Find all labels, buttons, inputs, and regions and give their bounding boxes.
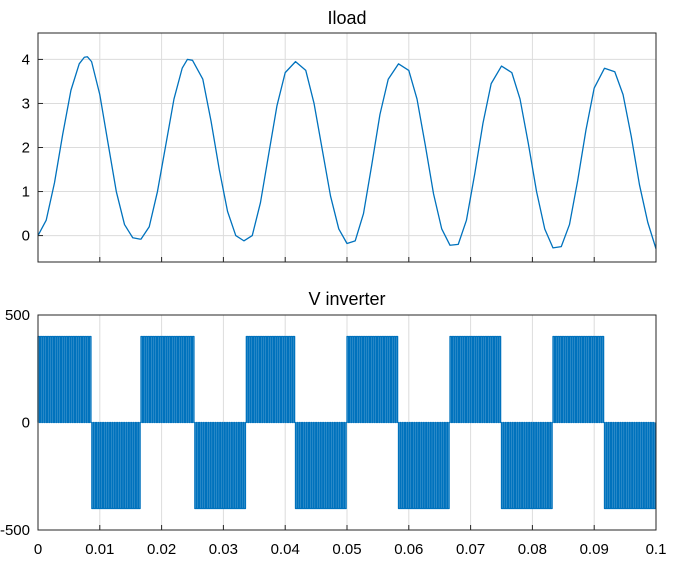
iload-y-axis: 0 1 2 3 4 (22, 51, 657, 262)
v-inverter-x-tick-label: 0.1 (646, 541, 667, 558)
v-inverter-y-tick-label: 0 (22, 415, 30, 432)
iload-y-tick-label: 0 (22, 228, 30, 245)
v-inverter-x-tick-label: 0.04 (271, 541, 300, 558)
v-inverter-x-axis: 0 0.01 0.02 0.03 0.04 0.05 0.06 0.07 0.08 0.09 0.1 (34, 525, 667, 558)
v-inverter-x-tick-label: 0.08 (518, 541, 547, 558)
iload-line (37, 56, 657, 249)
iload-y-tick-label: 4 (22, 51, 30, 68)
v-inverter-x-tick-label: 0.03 (209, 541, 238, 558)
v-inverter-y-tick-label: 500 (5, 307, 30, 324)
iload-grid (37, 33, 657, 262)
iload-title: Iload (327, 8, 366, 28)
v-inverter-x-tick-label: 0.07 (456, 541, 485, 558)
v-inverter-series (37, 335, 656, 510)
v-inverter-x-tick-label: 0 (34, 541, 42, 558)
iload-axes-frame (37, 32, 657, 263)
v-inverter-x-tick-label: 0.09 (580, 541, 609, 558)
iload-y-tick-label: 2 (22, 140, 30, 157)
v-inverter-x-tick-label: 0.06 (394, 541, 423, 558)
v-inverter-y-tick-label: -500 (0, 522, 30, 539)
v-inverter-x-tick-label: 0.02 (147, 541, 176, 558)
v-inverter-title: V inverter (308, 289, 385, 309)
v-inverter-x-tick-label: 0.01 (85, 541, 114, 558)
v-inverter-x-tick-label: 0.05 (332, 541, 361, 558)
v-inverter-line (37, 335, 656, 510)
iload-y-tick-label: 3 (22, 95, 30, 112)
iload-series (37, 56, 657, 249)
v-inverter-y-axis: -500 0 500 (0, 307, 30, 539)
iload-plot: Iload 0 1 2 3 4 (22, 8, 657, 263)
iload-y-tick-label: 1 (22, 184, 30, 201)
